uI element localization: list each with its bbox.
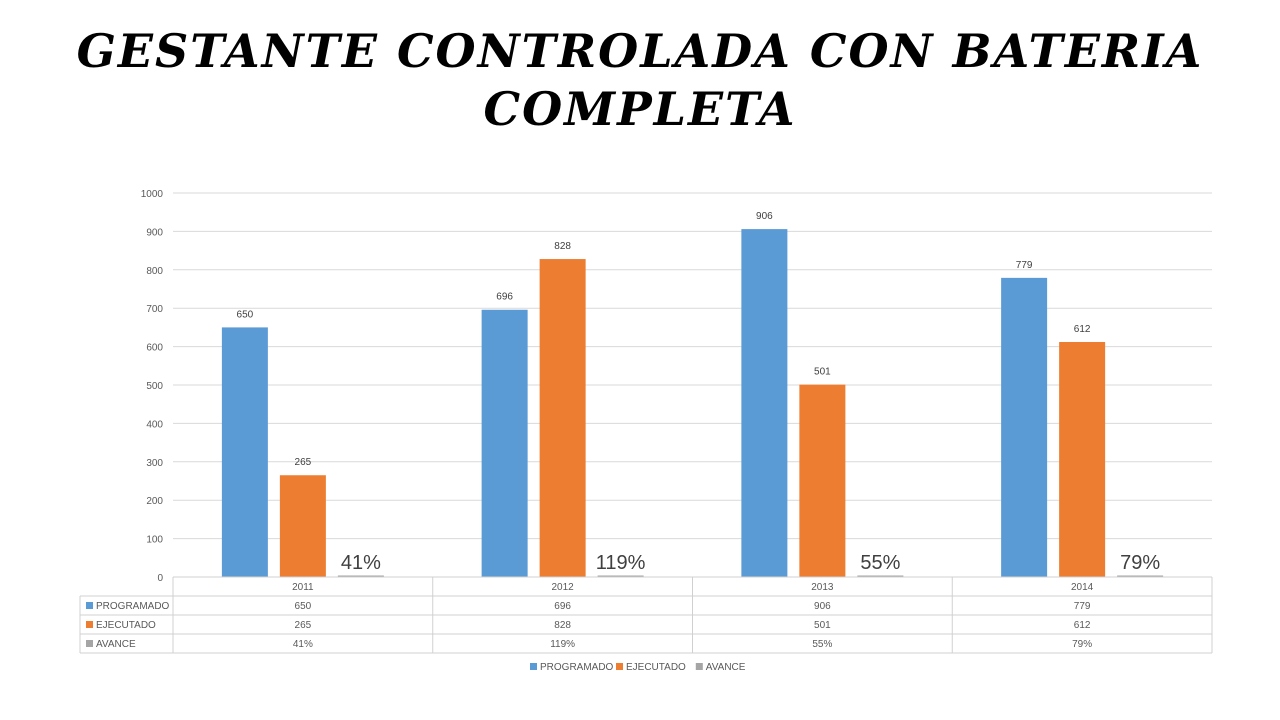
legend-key	[695, 663, 703, 670]
table-cell: 650	[295, 601, 312, 612]
bar-avance	[337, 575, 384, 577]
table-cell: 828	[554, 620, 571, 631]
x-category-label: 2013	[811, 582, 834, 593]
bar-ejecutado	[279, 475, 326, 577]
legend-entry: PROGRAMADO	[540, 662, 614, 673]
table-legend-key	[86, 640, 93, 647]
y-tick-label: 0	[157, 573, 163, 584]
y-tick-label: 500	[146, 381, 163, 392]
table-cell: 119%	[550, 639, 575, 650]
table-row-label: PROGRAMADO	[96, 601, 170, 612]
table-row-label: AVANCE	[96, 639, 136, 650]
y-tick-label: 1000	[141, 189, 164, 200]
bar-avance	[597, 575, 644, 577]
bar-data-label: 828	[554, 241, 571, 252]
avance-label: 119%	[596, 552, 646, 574]
bar-ejecutado	[1059, 341, 1106, 577]
table-cell: 501	[814, 620, 831, 631]
y-tick-label: 600	[146, 343, 163, 354]
bar-data-label: 265	[295, 457, 312, 468]
table-row-label: EJECUTADO	[96, 620, 156, 631]
bar-data-label: 779	[1016, 260, 1033, 271]
bar-programado	[1001, 277, 1048, 577]
legend-key	[530, 663, 537, 670]
avance-label: 79%	[1120, 552, 1160, 574]
chart-title: Gestante controlada con bateria completa	[0, 22, 1280, 138]
bar-avance	[857, 575, 904, 577]
bar-programado	[481, 309, 528, 577]
bar-data-label: 612	[1074, 324, 1091, 335]
table-legend-key	[86, 621, 93, 628]
bar-data-label: 696	[496, 292, 513, 303]
chart-title-line-1: Gestante controlada con bateria	[76, 24, 1204, 78]
bar-data-label: 650	[237, 309, 254, 320]
y-tick-label: 300	[146, 458, 163, 469]
table-cell: 906	[814, 601, 831, 612]
legend-entry: AVANCE	[706, 662, 746, 673]
bar-programado	[221, 327, 268, 577]
chart-title-line-2: completa	[483, 82, 797, 136]
bar-data-label: 501	[814, 367, 831, 378]
table-cell: 55%	[812, 639, 832, 650]
table-legend-key	[86, 602, 93, 609]
y-tick-label: 100	[146, 535, 163, 546]
avance-label: 41%	[341, 552, 381, 574]
x-category-label: 2012	[552, 582, 575, 593]
y-tick-label: 200	[146, 496, 163, 507]
table-cell: 612	[1074, 620, 1091, 631]
bar-programado	[741, 229, 788, 577]
y-tick-label: 400	[146, 419, 163, 430]
y-tick-label: 700	[146, 304, 163, 315]
table-cell: 79%	[1072, 639, 1092, 650]
x-category-label: 2011	[292, 582, 314, 593]
table-cell: 41%	[293, 639, 313, 650]
x-category-label: 2014	[1071, 582, 1094, 593]
table-cell: 779	[1074, 601, 1091, 612]
table-cell: 696	[554, 601, 571, 612]
bar-ejecutado	[539, 259, 586, 577]
bar-data-label: 906	[756, 211, 773, 222]
y-tick-label: 800	[146, 266, 163, 277]
bar-ejecutado	[799, 384, 846, 577]
legend-key	[616, 663, 623, 670]
avance-label: 55%	[860, 552, 900, 574]
table-cell: 265	[295, 620, 312, 631]
bar-avance	[1117, 575, 1164, 577]
legend-entry: EJECUTADO	[626, 662, 686, 673]
y-tick-label: 900	[146, 227, 163, 238]
